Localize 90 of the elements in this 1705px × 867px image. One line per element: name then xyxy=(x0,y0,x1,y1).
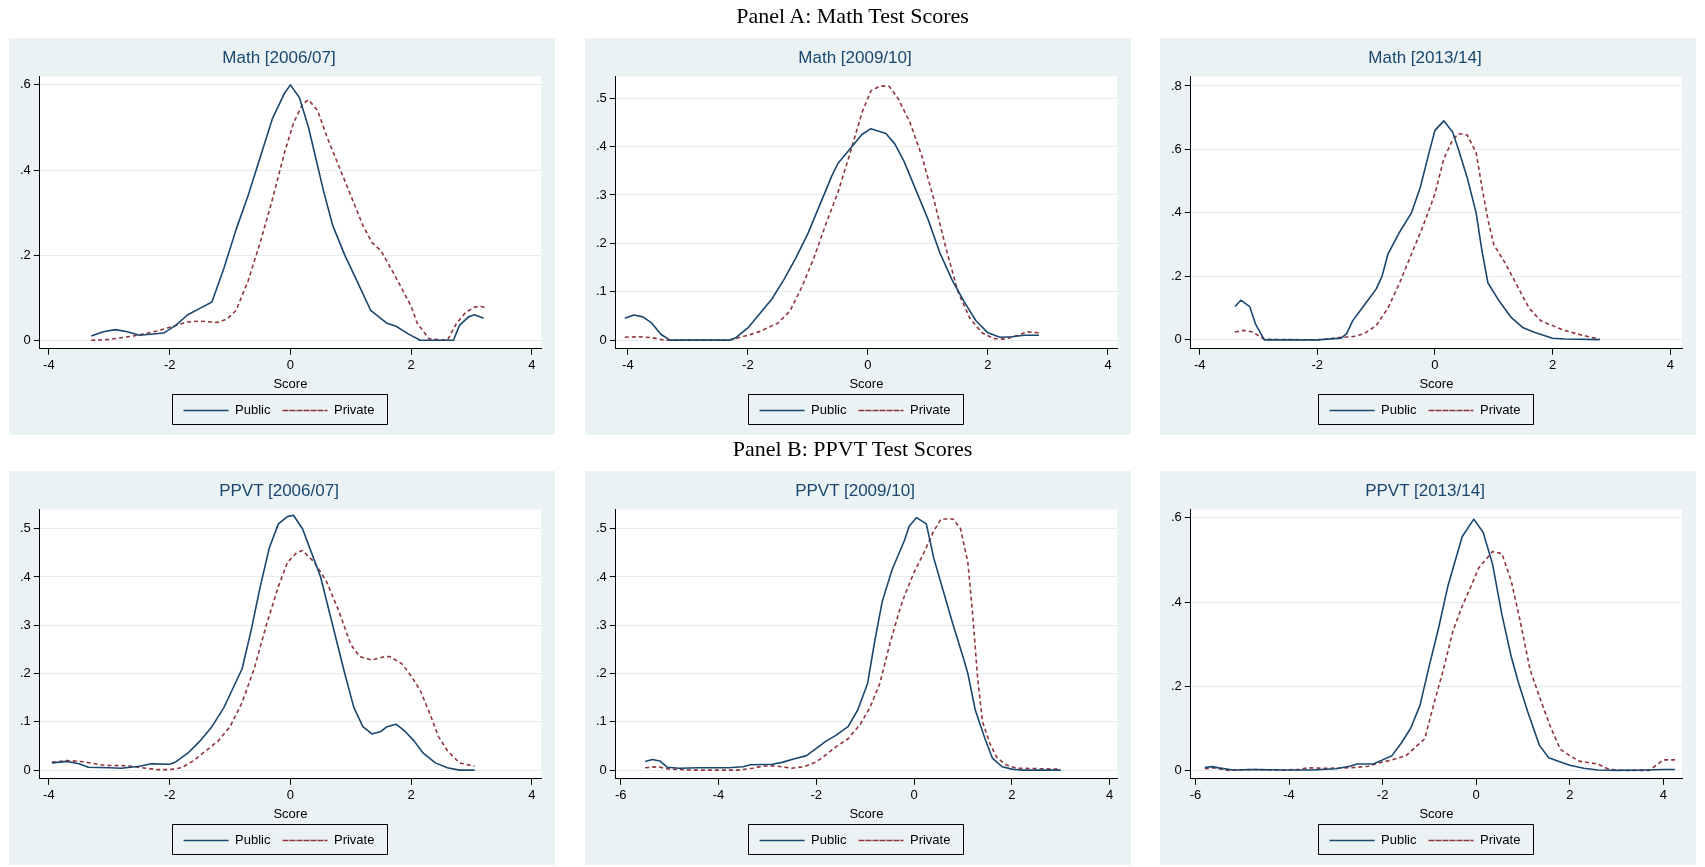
y-tick-label: .5 xyxy=(596,89,607,105)
y-tick-label: .2 xyxy=(1171,677,1182,693)
x-tick-label: -2 xyxy=(742,357,754,373)
x-tick-label: 4 xyxy=(1659,787,1667,803)
x-axis-title: Score xyxy=(849,805,884,821)
y-tick-label: .6 xyxy=(20,76,31,92)
y-tick-label: .3 xyxy=(596,186,607,202)
x-tick-label: 0 xyxy=(1472,787,1480,803)
legend-label: Private xyxy=(333,832,375,848)
y-tick-label: .4 xyxy=(1171,593,1182,609)
x-tick-label: 4 xyxy=(528,357,536,373)
x-tick-label: 0 xyxy=(286,787,295,803)
x-tick-label: -4 xyxy=(1283,787,1295,803)
x-tick-label: 2 xyxy=(1566,787,1574,803)
x-tick-label: 4 xyxy=(1666,357,1674,373)
legend-label: Private xyxy=(1479,402,1521,418)
chart-title: Math [2006/07] xyxy=(222,47,336,67)
chart-title: PPVT [2009/10] xyxy=(795,480,915,500)
x-axis-title: Score xyxy=(273,805,308,821)
x-tick-label: -2 xyxy=(163,357,176,373)
y-tick-label: .4 xyxy=(596,138,607,154)
legend-label: Private xyxy=(909,832,951,848)
y-tick-label: .3 xyxy=(20,616,31,632)
line-series xyxy=(624,85,1040,341)
y-tick-label: .2 xyxy=(596,665,607,681)
y-tick-label: 0 xyxy=(1174,331,1182,347)
legend-label: Public xyxy=(811,402,847,418)
text: Panel B: PPVT Test Scores xyxy=(731,436,974,462)
x-tick-label: -4 xyxy=(43,357,55,373)
y-tick-label: .1 xyxy=(20,713,31,729)
x-tick-label: 4 xyxy=(1104,357,1112,373)
legend-label: Public xyxy=(811,832,847,848)
x-tick-label: -6 xyxy=(1189,787,1202,803)
legend-label: Private xyxy=(333,402,375,418)
y-tick-label: .2 xyxy=(596,234,607,250)
y-tick-label: .1 xyxy=(596,713,607,729)
x-tick-label: 0 xyxy=(286,357,295,373)
y-tick-label: .2 xyxy=(1171,267,1182,283)
y-tick-label: 0 xyxy=(599,761,607,777)
x-axis-title: Score xyxy=(1419,375,1454,391)
x-tick-label: 4 xyxy=(1106,787,1114,803)
legend-label: Public xyxy=(1381,832,1417,848)
y-tick-label: 0 xyxy=(599,331,607,347)
y-tick-label: .6 xyxy=(1171,509,1182,525)
x-tick-label: -4 xyxy=(622,357,634,373)
x-tick-label: 0 xyxy=(1431,357,1439,373)
text: Panel A: Math Test Scores xyxy=(735,3,970,29)
x-tick-label: -2 xyxy=(810,787,823,803)
x-tick-label: 0 xyxy=(864,357,872,373)
legend-label: Private xyxy=(909,402,951,418)
y-tick-label: .2 xyxy=(20,246,31,262)
x-tick-label: -2 xyxy=(1376,787,1389,803)
y-tick-label: 0 xyxy=(1174,761,1182,777)
x-tick-label: 2 xyxy=(1008,787,1016,803)
x-tick-label: -2 xyxy=(163,787,176,803)
legend-label: Public xyxy=(235,402,271,418)
x-axis-title: Score xyxy=(273,375,308,391)
y-tick-label: .3 xyxy=(596,616,607,632)
y-tick-label: 0 xyxy=(23,331,31,347)
x-tick-label: -4 xyxy=(712,787,725,803)
chart-title: PPVT [2013/14] xyxy=(1365,480,1485,500)
x-tick-label: 2 xyxy=(407,787,415,803)
x-tick-label: -4 xyxy=(1193,357,1206,373)
x-tick-label: -4 xyxy=(43,787,55,803)
legend-label: Private xyxy=(1479,832,1521,848)
y-tick-label: .1 xyxy=(596,283,607,299)
chart-title: Math [2013/14] xyxy=(1368,47,1482,67)
x-axis-title: Score xyxy=(1419,805,1454,821)
chart-title: PPVT [2006/07] xyxy=(219,480,339,500)
y-tick-label: .5 xyxy=(20,520,31,536)
y-tick-label: .2 xyxy=(20,665,31,681)
x-tick-label: 2 xyxy=(1548,357,1557,373)
x-tick-label: 2 xyxy=(984,357,992,373)
y-tick-label: .4 xyxy=(596,568,607,584)
y-tick-label: .4 xyxy=(20,568,31,584)
y-tick-label: .4 xyxy=(20,161,31,177)
x-axis-title: Score xyxy=(849,375,884,391)
y-tick-label: 0 xyxy=(23,761,31,777)
x-tick-label: -2 xyxy=(1311,357,1324,373)
y-tick-label: .8 xyxy=(1171,77,1182,93)
y-tick-label: .4 xyxy=(1171,204,1182,220)
y-tick-label: .6 xyxy=(1171,141,1182,156)
x-tick-label: -6 xyxy=(614,787,627,803)
x-tick-label: 4 xyxy=(528,787,536,803)
x-tick-label: 2 xyxy=(407,357,415,373)
legend-label: Public xyxy=(1381,402,1417,418)
legend-label: Public xyxy=(235,832,271,848)
y-tick-label: .5 xyxy=(596,520,607,536)
x-tick-label: 0 xyxy=(910,787,918,803)
chart-title: Math [2009/10] xyxy=(798,47,912,67)
